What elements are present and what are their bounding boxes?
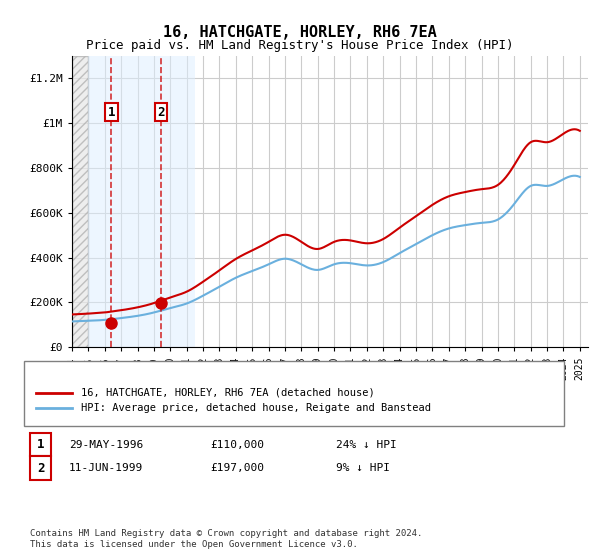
Text: £110,000: £110,000 xyxy=(210,440,264,450)
Text: Contains HM Land Registry data © Crown copyright and database right 2024.
This d: Contains HM Land Registry data © Crown c… xyxy=(30,529,422,549)
Text: 29-MAY-1996: 29-MAY-1996 xyxy=(69,440,143,450)
Bar xyxy=(72,56,88,347)
Text: 16, HATCHGATE, HORLEY, RH6 7EA (detached house): 16, HATCHGATE, HORLEY, RH6 7EA (detached… xyxy=(81,388,375,398)
Text: 24% ↓ HPI: 24% ↓ HPI xyxy=(336,440,397,450)
Text: 9% ↓ HPI: 9% ↓ HPI xyxy=(336,463,390,473)
Text: £197,000: £197,000 xyxy=(210,463,264,473)
Text: 2: 2 xyxy=(157,105,165,119)
Text: HPI: Average price, detached house, Reigate and Banstead: HPI: Average price, detached house, Reig… xyxy=(81,403,431,413)
Text: 1: 1 xyxy=(37,438,44,451)
Text: Price paid vs. HM Land Registry's House Price Index (HPI): Price paid vs. HM Land Registry's House … xyxy=(86,39,514,52)
Text: 11-JUN-1999: 11-JUN-1999 xyxy=(69,463,143,473)
Bar xyxy=(88,56,195,347)
Text: 2: 2 xyxy=(37,461,44,475)
Text: 16, HATCHGATE, HORLEY, RH6 7EA: 16, HATCHGATE, HORLEY, RH6 7EA xyxy=(163,25,437,40)
Text: 1: 1 xyxy=(108,105,115,119)
